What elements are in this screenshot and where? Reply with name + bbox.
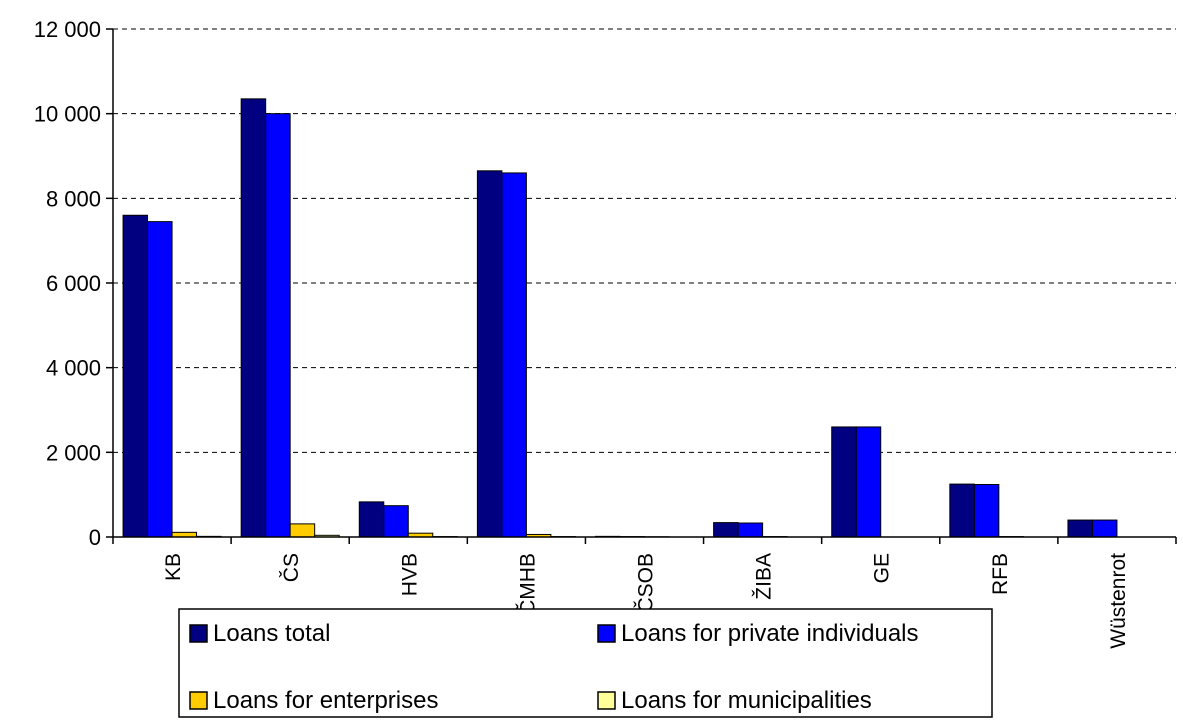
bar-0-1	[240, 98, 267, 538]
bar-1-2	[383, 505, 409, 538]
bars	[122, 98, 1118, 538]
bar-0-8	[1067, 519, 1093, 538]
y-tick-label: 6 000	[46, 271, 101, 296]
legend-label: Loans for private individuals	[621, 620, 919, 647]
grid-lines	[113, 28, 1176, 453]
y-tick-label: 12 000	[34, 17, 101, 42]
legend-label: Loans for municipalities	[621, 687, 872, 714]
legend-swatch	[597, 624, 616, 643]
x-category-label: GE	[871, 553, 894, 583]
x-category-label: Wüstenrot	[1107, 553, 1130, 649]
bar-1-8	[1091, 519, 1118, 538]
x-axis-categories: KB ČS HVB ČMHB ČSOB ŽIBA GE RFB Wüstenrot	[112, 537, 1177, 649]
legend-swatch	[189, 624, 208, 643]
bar-0-5	[713, 522, 739, 538]
bar-1-0	[147, 221, 173, 538]
bar-0-6	[831, 426, 857, 538]
bar-1-1	[265, 113, 291, 538]
x-category-label: ČMHB	[516, 553, 539, 615]
y-tick-label: 0	[89, 525, 101, 550]
legend-box	[178, 608, 993, 718]
x-category-label: RFB	[989, 553, 1012, 595]
y-tick-label: 2 000	[46, 440, 101, 465]
legend-label: Loans total	[213, 620, 330, 647]
legend-swatch	[597, 691, 616, 710]
bar-0-3	[476, 170, 503, 538]
x-category-label: HVB	[398, 553, 421, 596]
y-tick-label: 4 000	[46, 356, 101, 381]
legend-swatch	[189, 691, 208, 710]
bar-0-7	[949, 483, 975, 538]
x-category-label: ŽIBA	[753, 553, 776, 600]
y-axis-ticks: 0 2 000 4 000 6 000 8 000 10 000 12 000	[34, 17, 113, 550]
bar-1-7	[973, 484, 1000, 538]
legend: Loans total Loans for private individuals…	[178, 608, 993, 718]
x-category-label: ČSOB	[635, 553, 658, 613]
y-tick-label: 10 000	[34, 102, 101, 127]
x-category-label: ČS	[280, 553, 303, 582]
y-tick-label: 8 000	[46, 186, 101, 211]
bar-0-0	[122, 214, 149, 538]
bar-1-3	[501, 172, 527, 538]
bar-2-1	[289, 523, 316, 538]
bar-1-5	[737, 522, 764, 538]
bar-1-6	[855, 426, 882, 538]
bar-0-2	[358, 501, 385, 538]
legend-label: Loans for enterprises	[213, 687, 438, 714]
x-category-label: KB	[162, 553, 185, 581]
